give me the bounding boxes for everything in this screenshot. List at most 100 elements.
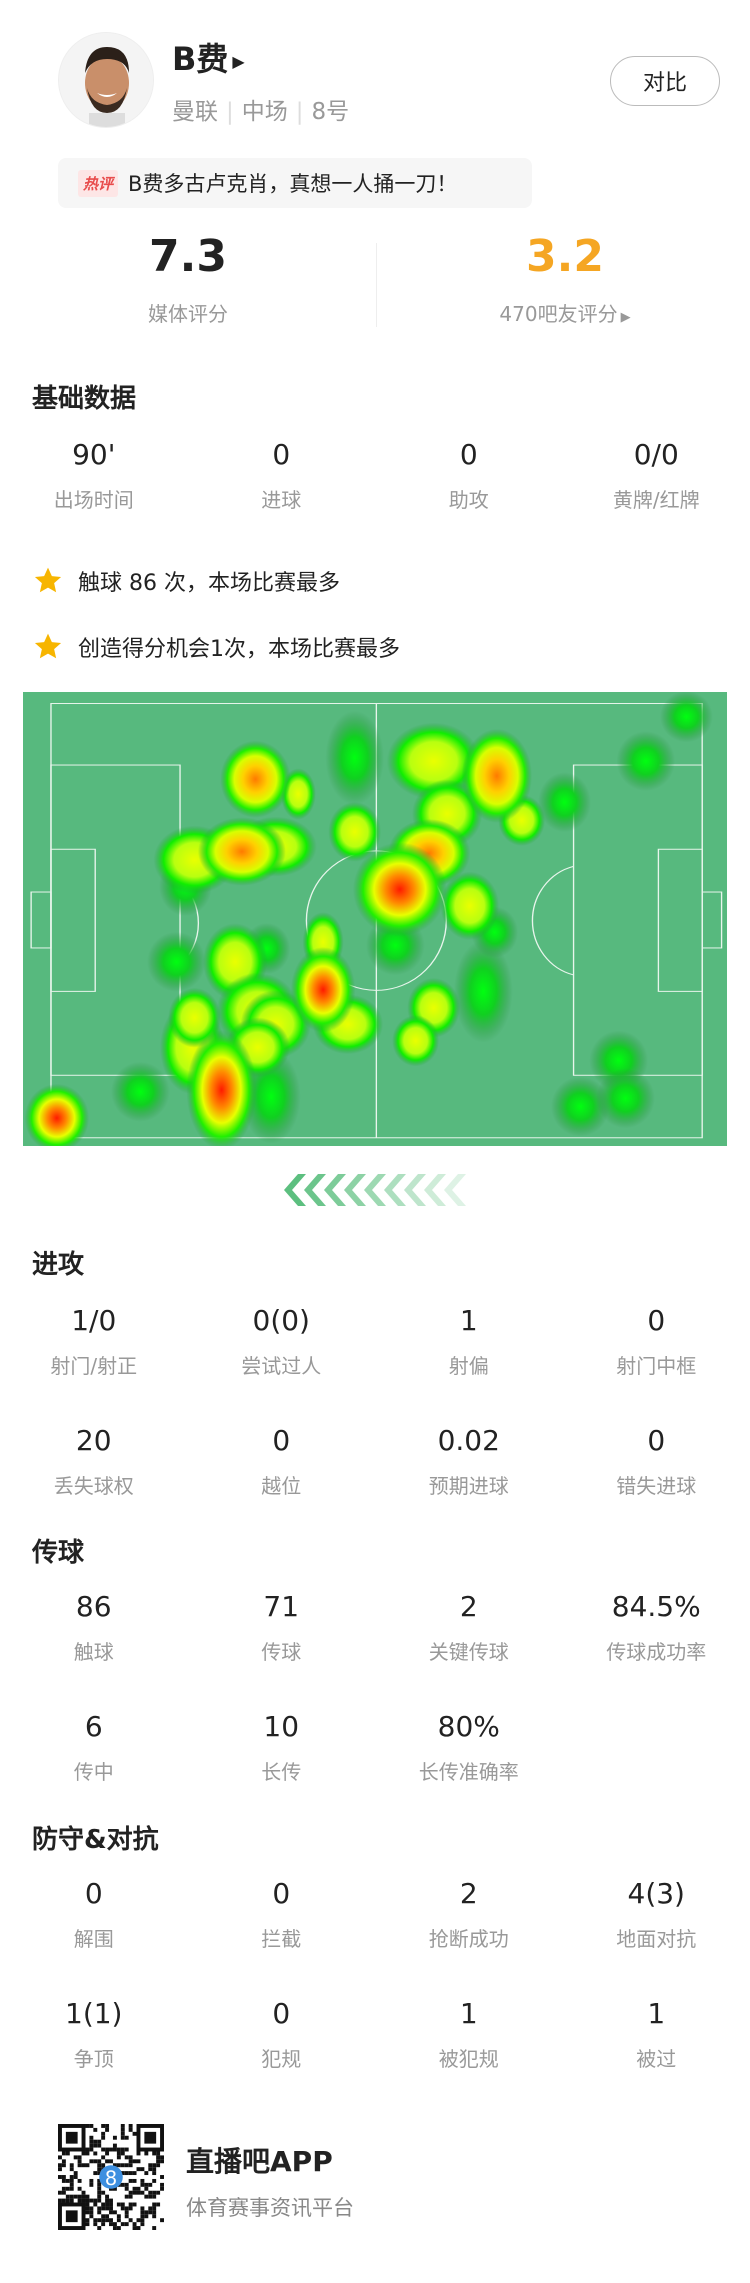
heat-blob [186, 1030, 257, 1146]
stat-value: 0 [272, 1877, 291, 1910]
chevron-left-icon [304, 1174, 326, 1206]
heat-blob [328, 801, 382, 862]
compare-button[interactable]: 对比 [610, 56, 720, 106]
stat-item: 10 长传 [188, 1710, 376, 1830]
stat-item: 0(0) 尝试过人 [188, 1304, 376, 1424]
chevron-left-icon [284, 1174, 306, 1206]
stat-label: 射门中框 [616, 1354, 697, 1378]
chevron-left-icon [364, 1174, 386, 1206]
heat-blob [453, 940, 513, 1043]
chevron-left-icon [384, 1174, 406, 1206]
stat-value: 0 [272, 1997, 291, 2030]
star-icon [34, 567, 62, 593]
chevron-left-icon [344, 1174, 366, 1206]
stat-label: 丢失球权 [53, 1474, 134, 1498]
stat-label: 传球 [261, 1640, 302, 1664]
section-title-defense: 防守&对抗 [32, 1825, 159, 1855]
heat-blob [551, 1076, 610, 1137]
chevron-left-icon [424, 1174, 446, 1206]
stat-value: 10 [263, 1710, 300, 1743]
player-avatar[interactable] [58, 32, 154, 128]
stat-label: 黄牌/红牌 [612, 488, 700, 512]
heat-blob [461, 728, 533, 823]
stat-label: 解围 [73, 1927, 114, 1951]
stat-label: 长传准确率 [418, 1760, 519, 1784]
basic-stats: 90' 出场时间 0 进球 0 助攻 0/0 黄牌/红牌 [0, 438, 750, 558]
stat-label: 助攻 [448, 488, 489, 512]
heat-blob [596, 1068, 655, 1129]
stat-value: 0/0 [633, 438, 679, 471]
hot-comment-tag: 热评 [78, 169, 119, 197]
heat-blob [538, 772, 591, 833]
attack-direction-arrows [284, 1174, 466, 1206]
fan-rating-value: 3.2 [526, 231, 604, 282]
stat-item: 6 传中 [0, 1710, 188, 1830]
stat-item: 1/0 射门/射正 [0, 1304, 188, 1424]
stat-label: 射门/射正 [50, 1354, 138, 1378]
app-tagline: 体育赛事资讯平台 [186, 2196, 354, 2220]
stat-item: 0.02 预期进球 [375, 1424, 563, 1544]
stat-item: 0 解围 [0, 1877, 188, 1997]
stat-value: 0 [647, 1424, 666, 1457]
stat-label: 拦截 [261, 1927, 302, 1951]
highlight-item: 触球 86 次，本场比赛最多 [32, 565, 340, 597]
media-rating: 7.3 媒体评分 [0, 232, 376, 327]
chevron-left-icon [404, 1174, 426, 1206]
stat-item: 0 犯规 [188, 1997, 376, 2117]
heat-blob [386, 722, 481, 800]
play-arrow-icon: ▶ [620, 310, 631, 325]
stat-value: 6 [84, 1710, 103, 1743]
media-rating-label: 媒体评分 [148, 302, 228, 326]
stat-item: 84.5% 传球成功率 [563, 1590, 750, 1710]
stat-item: 1 射偏 [375, 1304, 563, 1424]
stat-label: 被犯规 [438, 2047, 499, 2071]
stat-item: 2 关键传球 [375, 1590, 563, 1710]
stat-item: 71 传球 [188, 1590, 376, 1710]
chevron-left-icon [324, 1174, 346, 1206]
stat-label: 尝试过人 [241, 1354, 322, 1378]
stat-label: 传中 [73, 1760, 114, 1784]
heat-blob [290, 946, 356, 1033]
stat-value: 1/0 [71, 1304, 117, 1337]
stat-item: 1 被过 [563, 1997, 750, 2117]
attack-stats: 1/0 射门/射正 0(0) 尝试过人 1 射偏 0 射门中框 20 丢失球权 0 越位 0.02 预期进… [0, 1304, 750, 1544]
hot-comment-text: B费多古卢克肖，真想一人捅一刀！ [128, 172, 458, 196]
play-arrow-icon: ▶ [232, 51, 245, 71]
stat-item: 86 触球 [0, 1590, 188, 1710]
passing-stats: 86 触球 71 传球 2 关键传球 84.5% 传球成功率 6 传中 10 长传 80% 长传准确率 [0, 1590, 750, 1830]
fan-rating[interactable]: 3.2 470吧友评分 ▶ [377, 232, 750, 327]
stat-label: 越位 [261, 1474, 302, 1498]
hot-comment[interactable]: 热评 B费多古卢克肖，真想一人捅一刀！ [58, 158, 532, 208]
stat-label: 传球成功率 [606, 1640, 707, 1664]
heat-blob [325, 710, 385, 805]
stat-value: 0 [272, 1424, 291, 1457]
stat-item: 0 进球 [188, 438, 376, 558]
fan-rating-label: 470吧友评分 [499, 302, 618, 326]
divider [376, 243, 377, 327]
stat-label: 被过 [636, 2047, 677, 2071]
stat-value: 1 [459, 1304, 478, 1337]
stat-label: 预期进球 [428, 1474, 509, 1498]
stat-value: 0 [647, 1304, 666, 1337]
heat-blob [111, 1061, 170, 1122]
stat-value: 0 [272, 438, 291, 471]
shirt-number: 8号 [311, 99, 350, 125]
stat-item: 0 助攻 [375, 438, 563, 558]
stat-item: 0 越位 [188, 1424, 376, 1544]
stat-item: 1(1) 争顶 [0, 1997, 188, 2117]
stat-value: 0 [459, 438, 478, 471]
stat-label: 争顶 [73, 2047, 114, 2071]
heat-blob [147, 931, 206, 992]
stat-item: 0 射门中框 [563, 1304, 750, 1424]
player-name[interactable]: B费 ▶ [172, 40, 245, 78]
heat-blob [168, 987, 221, 1048]
stat-item: 0/0 黄牌/红牌 [563, 438, 750, 558]
heat-blob [659, 692, 713, 743]
heat-blob [24, 1083, 90, 1146]
chevron-left-icon [444, 1174, 466, 1206]
stat-value: 1 [459, 1997, 478, 2030]
stat-label: 触球 [73, 1640, 114, 1664]
media-rating-value: 7.3 [149, 231, 227, 282]
stat-item: 0 错失进球 [563, 1424, 750, 1544]
stat-value: 1 [647, 1997, 666, 2030]
